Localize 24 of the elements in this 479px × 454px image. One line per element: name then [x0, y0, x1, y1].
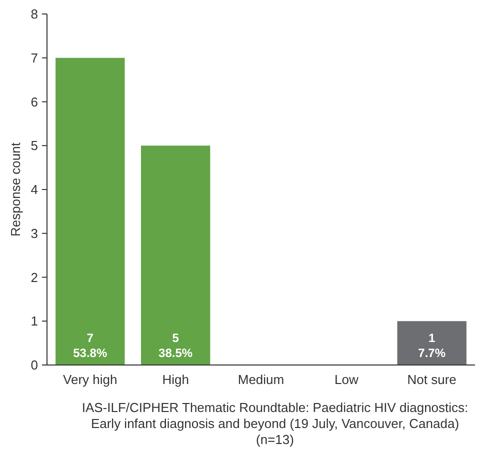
data-label: 7 53.8%: [73, 331, 108, 360]
text: Early infant diagnosis and beyond (19 July, Vancouver, Canada): [90, 416, 460, 431]
x-tick-label: Medium: [238, 372, 284, 387]
data-label: 1 7.7%: [418, 331, 446, 360]
text: (n=13): [256, 432, 294, 447]
y-tick-label: 6: [30, 94, 38, 110]
y-tick-label: 1: [30, 314, 38, 329]
x-tick-label: Low: [334, 372, 359, 387]
x-tick-label: Not sure: [407, 372, 456, 387]
bar: [397, 321, 466, 365]
y-tick-label: 0: [30, 358, 38, 373]
x-tick-label: High: [162, 372, 189, 387]
bar: [56, 58, 125, 365]
bar: [140, 146, 210, 365]
text: IAS-ILF/CIPHER Thematic Roundtable: Paediatric HIV diagnostics:: [82, 400, 468, 415]
y-tick-label: 3: [30, 226, 38, 241]
y-tick-label: 7: [30, 50, 38, 66]
y-tick-label: 4: [30, 182, 38, 198]
data-label: 5 38.5%: [158, 331, 193, 360]
y-tick-label: 2: [30, 270, 38, 285]
y-tick-label: 5: [30, 138, 38, 154]
y-tick-label: 8: [30, 6, 38, 22]
y-axis-title: Response count: [8, 142, 23, 236]
x-tick-label: Very high: [63, 372, 118, 387]
